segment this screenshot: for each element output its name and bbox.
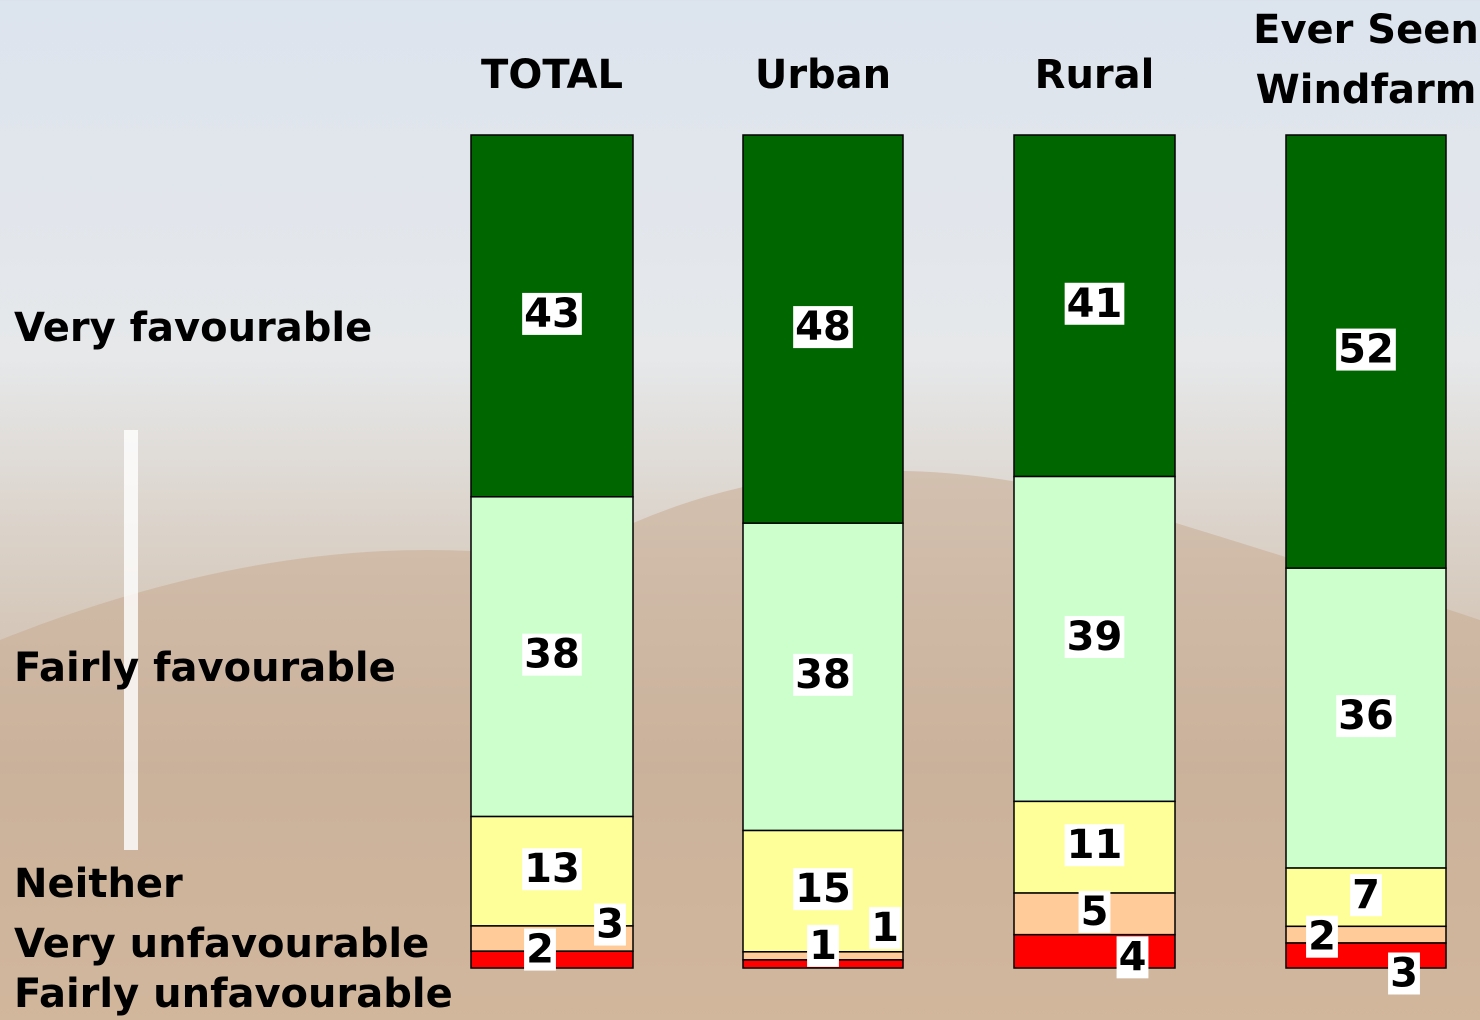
data-label-group: 41 bbox=[1064, 281, 1125, 327]
data-label-group: 2 bbox=[524, 927, 556, 973]
data-label: 11 bbox=[1067, 822, 1123, 868]
data-label-group: 3 bbox=[594, 902, 626, 948]
data-label: 3 bbox=[1390, 951, 1418, 997]
data-label-group: 38 bbox=[793, 652, 853, 698]
data-label-box bbox=[524, 928, 556, 971]
data-label-box bbox=[1078, 890, 1111, 933]
data-label-box bbox=[1064, 282, 1125, 325]
data-label-group: 43 bbox=[522, 291, 582, 337]
data-label-group: 1 bbox=[869, 905, 901, 951]
data-label: 43 bbox=[524, 291, 580, 337]
data-label: 3 bbox=[596, 902, 624, 948]
data-label-group: 13 bbox=[522, 846, 582, 892]
data-label-group: 5 bbox=[1078, 889, 1111, 935]
data-label-box bbox=[1350, 874, 1382, 917]
data-label: 1 bbox=[809, 923, 837, 969]
data-label: 4 bbox=[1119, 934, 1147, 980]
bar-segment bbox=[1013, 933, 1176, 969]
legend-label: Very favourable bbox=[14, 305, 373, 351]
data-label-box bbox=[1116, 936, 1149, 979]
legend-label: Very unfavourable bbox=[14, 921, 430, 967]
data-label-box bbox=[793, 868, 853, 911]
category-label: Rural bbox=[1034, 52, 1155, 98]
data-label: 52 bbox=[1338, 327, 1394, 373]
data-label-group: 52 bbox=[1336, 327, 1396, 373]
data-label: 13 bbox=[524, 846, 580, 892]
data-label-box bbox=[1306, 915, 1338, 958]
data-label: 15 bbox=[795, 866, 851, 912]
data-label: 7 bbox=[1352, 872, 1380, 918]
data-label: 5 bbox=[1081, 889, 1109, 935]
data-label-group: 7 bbox=[1350, 872, 1382, 918]
data-label: 2 bbox=[526, 927, 554, 973]
data-label: 48 bbox=[795, 304, 851, 350]
data-label-group: 15 bbox=[793, 866, 853, 912]
data-label: 41 bbox=[1067, 281, 1123, 327]
data-label-group: 36 bbox=[1336, 693, 1396, 739]
data-label: 38 bbox=[524, 632, 580, 678]
data-label-box bbox=[1064, 824, 1125, 867]
data-label-group: 4 bbox=[1116, 934, 1149, 980]
category-label: Ever Seen Windfarm bbox=[1253, 7, 1479, 113]
data-label-group: 38 bbox=[522, 632, 582, 678]
data-label-group: 2 bbox=[1306, 914, 1338, 960]
data-label-box bbox=[807, 924, 839, 967]
data-label: 38 bbox=[795, 652, 851, 698]
data-label-box bbox=[793, 306, 853, 349]
data-label: 39 bbox=[1067, 614, 1123, 660]
data-label-box bbox=[1336, 695, 1396, 738]
data-label-box bbox=[522, 848, 582, 891]
data-label: 2 bbox=[1308, 914, 1336, 960]
data-label-group: 11 bbox=[1064, 822, 1125, 868]
legend-label: Neither bbox=[14, 861, 183, 907]
data-label: 36 bbox=[1338, 693, 1394, 739]
data-label-box bbox=[1388, 952, 1420, 995]
data-label-box bbox=[793, 653, 853, 696]
legend-label: Fairly favourable bbox=[14, 645, 396, 691]
data-label: 1 bbox=[871, 905, 899, 951]
legend-label: Fairly unfavourable bbox=[14, 971, 453, 1017]
data-label-box bbox=[522, 292, 582, 335]
data-label-group: 3 bbox=[1388, 951, 1420, 997]
data-label-group: 39 bbox=[1064, 614, 1125, 660]
data-label-box bbox=[1064, 615, 1125, 658]
data-label-box bbox=[869, 906, 901, 949]
data-label-group: 48 bbox=[793, 304, 853, 350]
category-label: TOTAL bbox=[481, 52, 623, 98]
category-label: Urban bbox=[754, 52, 892, 98]
data-label-group: 1 bbox=[807, 923, 839, 969]
data-label-box bbox=[594, 903, 626, 946]
data-label-box bbox=[1336, 328, 1396, 371]
data-label-box bbox=[522, 633, 582, 676]
